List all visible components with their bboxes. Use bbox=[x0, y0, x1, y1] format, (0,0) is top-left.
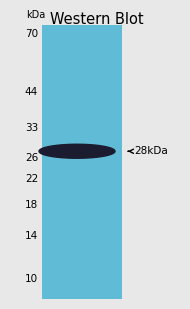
Bar bbox=[42, 25, 122, 299]
Text: 22: 22 bbox=[25, 174, 38, 184]
Text: 10: 10 bbox=[25, 273, 38, 284]
Text: 14: 14 bbox=[25, 231, 38, 241]
Text: 44: 44 bbox=[25, 87, 38, 97]
Text: Western Blot: Western Blot bbox=[50, 12, 144, 27]
Text: 28kDa: 28kDa bbox=[128, 146, 168, 156]
Text: kDa: kDa bbox=[26, 10, 45, 20]
Text: 26: 26 bbox=[25, 153, 38, 163]
Text: 33: 33 bbox=[25, 123, 38, 133]
Polygon shape bbox=[39, 144, 115, 158]
Text: 70: 70 bbox=[25, 29, 38, 39]
Text: 18: 18 bbox=[25, 200, 38, 210]
